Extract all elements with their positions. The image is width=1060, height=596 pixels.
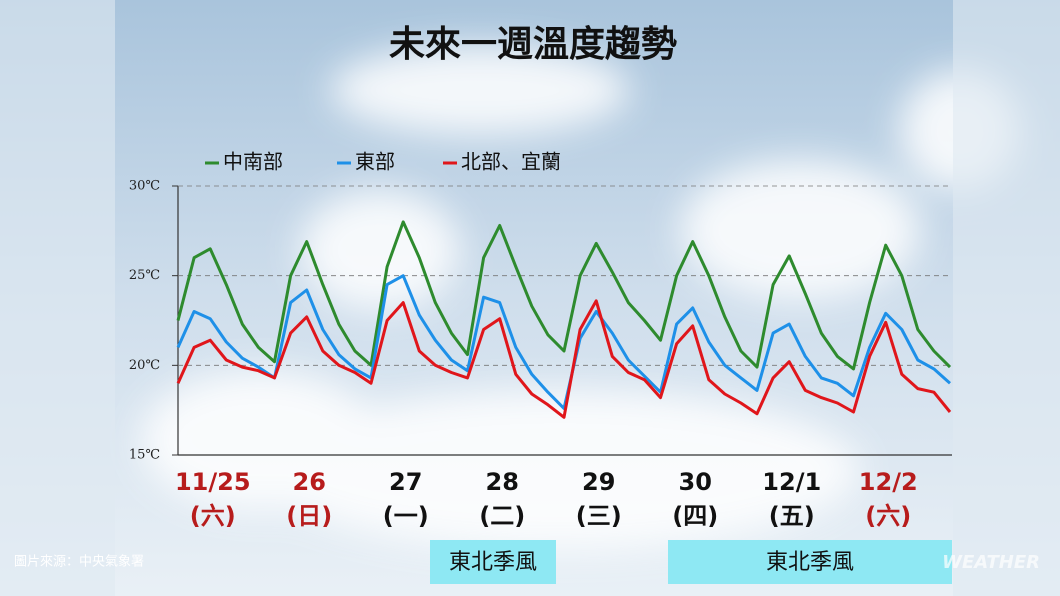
annotation: 東北季風: [449, 550, 537, 575]
watermark: WEATHER: [942, 552, 1040, 573]
x-tick-label: 29: [582, 468, 615, 496]
x-tick-label: 11/25: [175, 468, 251, 496]
annotation: 東北季風: [766, 550, 854, 575]
series-line: [176, 274, 951, 410]
x-tick-label: (一): [383, 502, 429, 530]
x-tick-label: 27: [389, 468, 422, 496]
plot: 15℃ 20℃ 25℃ 30℃ 11/25 (六) 26 (日) 27 (一) 28 (二) 29 (三)…: [129, 179, 952, 530]
x-tick-label: 30: [679, 468, 712, 496]
clouds: [140, 45, 1020, 550]
y-tick-label: 30℃: [129, 179, 160, 194]
chart-title: 未來一週溫度趨勢: [389, 24, 677, 65]
legend-label: 北部、宜蘭: [461, 150, 561, 174]
side-panel: [953, 0, 1060, 596]
y-tick-label: 15℃: [129, 448, 160, 463]
side-panel: [0, 0, 115, 596]
x-tick-label: (五): [769, 502, 815, 530]
source: 圖片來源：中央氣象署: [14, 555, 144, 570]
legend-label: 東部: [355, 150, 395, 174]
x-tick-label: (四): [672, 502, 718, 530]
series-line: [176, 299, 952, 419]
annotation-box: [430, 540, 556, 584]
x-tick-label: (二): [479, 502, 525, 530]
y-tick-label: 20℃: [129, 358, 160, 373]
legend-label: 中南部: [223, 150, 283, 174]
x-tick-label: (六): [190, 502, 236, 530]
x-tick-label: 12/1: [762, 468, 821, 496]
x-tick-label: 28: [486, 468, 519, 496]
series-line: [176, 220, 952, 371]
y-tick-label: 25℃: [129, 268, 160, 283]
x-tick-label: (日): [286, 502, 332, 530]
x-tick-label: 12/2: [859, 468, 918, 496]
x-tick-label: (三): [576, 502, 622, 530]
annotation-box: [668, 540, 952, 584]
x-tick-label: 26: [293, 468, 326, 496]
x-tick-label: (六): [865, 502, 911, 530]
